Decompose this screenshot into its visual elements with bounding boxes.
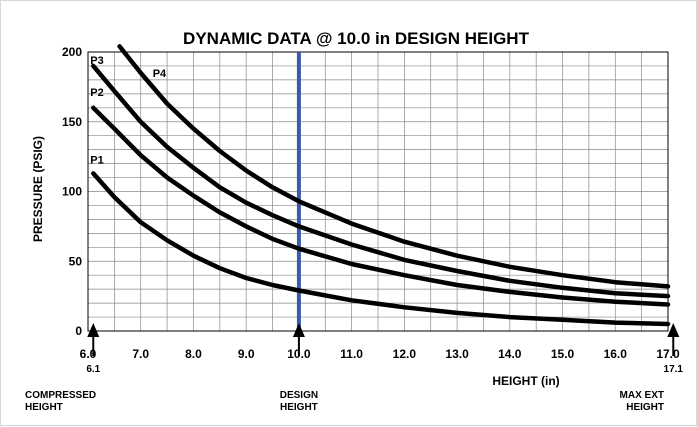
series-curves [91,44,671,327]
annotation-label: HEIGHT [626,402,664,413]
series-label-p4: P4 [153,68,167,80]
y-tick-label: 0 [75,324,82,338]
annotation-label: DESIGN [280,390,318,401]
x-tick-label: 16.0 [604,347,628,361]
x-tick-label: 14.0 [498,347,522,361]
series-curve-p1 [91,171,671,327]
chart-title: DYNAMIC DATA @ 10.0 in DESIGN HEIGHT [183,29,530,48]
annotation-value: 17.1 [664,364,684,375]
y-tick-labels: 0 50 100 150 200 [62,45,82,338]
series-curve-p4 [117,44,671,289]
x-tick-label: 15.0 [551,347,575,361]
x-tick-label: 9.0 [238,347,255,361]
x-tick-label: 12.0 [393,347,417,361]
series-labels: P1 P2 P3 P4 [90,55,167,166]
y-tick-label: 200 [62,45,82,59]
y-tick-label: 100 [62,185,82,199]
plot-border [87,51,669,332]
annotation-label: COMPRESSED [25,390,96,401]
x-tick-label: 7.0 [132,347,149,361]
x-tick-label: 11.0 [340,347,363,361]
annotation-label: MAX EXT [620,390,664,401]
x-tick-labels: 6.07.08.09.010.011.012.013.014.015.016.0… [80,347,680,361]
annotation-arrow-head [292,323,305,337]
y-axis-title: PRESSURE (PSIG) [31,136,45,242]
series-label-p1: P1 [90,154,103,166]
x-tick-label: 13.0 [445,347,469,361]
annotation-arrow-head [667,323,680,337]
y-tick-label: 50 [69,254,83,268]
series-curve-p3 [91,63,671,299]
x-axis-title: HEIGHT (in) [492,374,559,388]
annotation-arrow-head [87,323,100,337]
y-tick-label: 150 [62,115,82,129]
series-label-p2: P2 [90,87,103,99]
annotation-label: HEIGHT [280,402,318,413]
x-tick-label: 17.0 [656,347,680,361]
series-label-p3: P3 [90,55,103,67]
x-tick-label: 8.0 [185,347,202,361]
annotation-label: HEIGHT [25,402,63,413]
series-curve-p2 [91,105,671,307]
annotation-value: 6.1 [86,364,100,375]
